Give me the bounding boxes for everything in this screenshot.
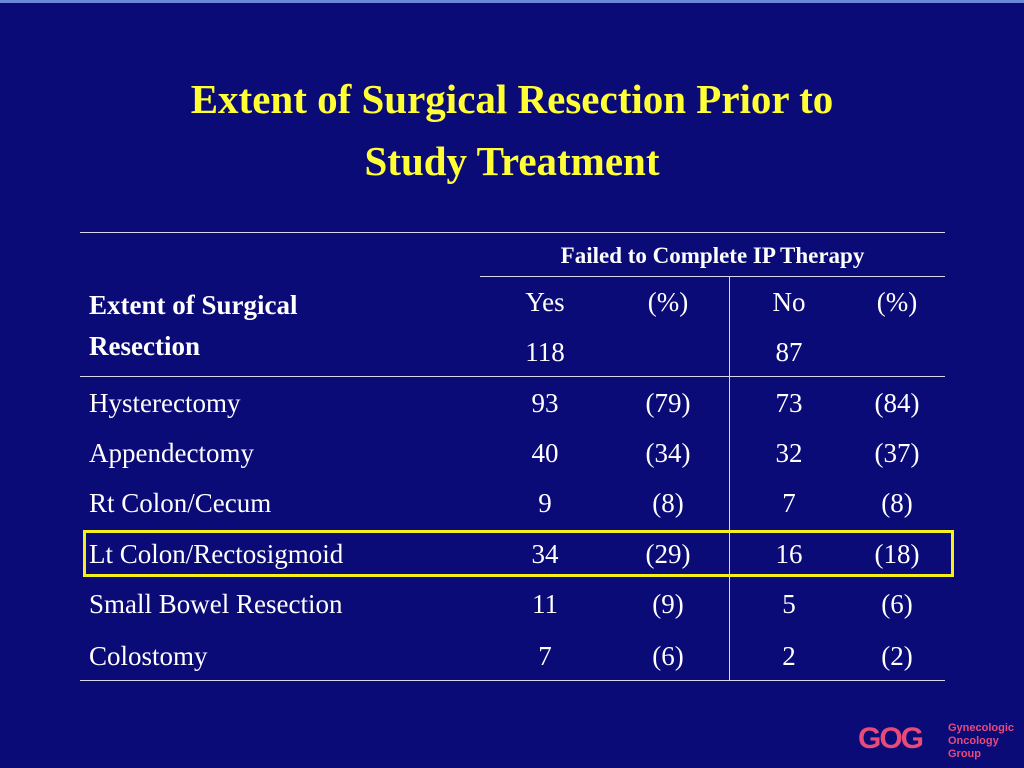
slide-top-border xyxy=(0,0,1024,3)
col-n-no: 87 xyxy=(775,337,803,367)
col-header-no-pct: (%) xyxy=(876,287,918,317)
col-header-yes: Yes xyxy=(525,287,565,317)
table-top-rule xyxy=(80,232,945,233)
column-divider xyxy=(729,276,730,680)
cell-no: 73 xyxy=(775,388,803,418)
cell-no-pct: (6) xyxy=(881,589,913,619)
cell-yes: 9 xyxy=(538,488,552,518)
logo-line-1: Gynecologic xyxy=(948,722,1015,734)
col-n-yes: 118 xyxy=(525,337,565,367)
cell-yes: 34 xyxy=(531,539,559,569)
row-label: Appendectomy xyxy=(89,438,254,468)
cell-yes-pct: (34) xyxy=(645,438,691,468)
row-label: Rt Colon/Cecum xyxy=(89,488,272,518)
cell-yes: 7 xyxy=(538,641,552,671)
cell-yes: 40 xyxy=(531,438,559,468)
group-header-rule xyxy=(480,276,945,277)
cell-no-pct: (18) xyxy=(874,539,920,569)
slide-title-line-1: Extent of Surgical Resection Prior to xyxy=(190,76,834,122)
logo-line-2: Oncology xyxy=(948,735,999,747)
cell-no-pct: (37) xyxy=(874,438,920,468)
gog-logo-text: Gynecologic Oncology Group xyxy=(948,722,1014,761)
col-header-no: No xyxy=(772,287,806,317)
row-label: Colostomy xyxy=(89,641,208,671)
cell-no-pct: (8) xyxy=(881,488,913,518)
cell-yes-pct: (29) xyxy=(645,539,691,569)
table-bottom-rule xyxy=(80,680,945,681)
row-label: Lt Colon/Rectosigmoid xyxy=(89,539,344,569)
cell-yes-pct: (8) xyxy=(652,488,684,518)
cell-no: 5 xyxy=(782,589,796,619)
cell-yes: 93 xyxy=(531,388,559,418)
group-header: Failed to Complete IP Therapy xyxy=(560,243,865,268)
cell-no: 7 xyxy=(782,488,796,518)
row-header-line-1: Extent of Surgical xyxy=(89,290,298,320)
row-header-line-2: Resection xyxy=(89,331,200,361)
cell-no-pct: (84) xyxy=(874,388,920,418)
highlight-box xyxy=(83,530,954,577)
cell-no: 2 xyxy=(782,641,796,671)
col-header-yes-pct: (%) xyxy=(647,287,689,317)
header-bottom-rule xyxy=(80,376,945,377)
cell-yes-pct: (6) xyxy=(652,641,684,671)
gog-logo-mark: GOG xyxy=(858,722,924,755)
row-label: Hysterectomy xyxy=(89,388,241,418)
logo-line-3: Group xyxy=(948,748,981,760)
slide-title-line-2: Study Treatment xyxy=(364,138,660,184)
cell-yes: 11 xyxy=(532,589,558,619)
cell-no: 16 xyxy=(775,539,803,569)
cell-no: 32 xyxy=(775,438,803,468)
slide-title: Extent of Surgical Resection Prior to St… xyxy=(0,68,1024,192)
cell-yes-pct: (9) xyxy=(652,589,684,619)
cell-yes-pct: (79) xyxy=(645,388,691,418)
row-label: Small Bowel Resection xyxy=(89,589,343,619)
cell-no-pct: (2) xyxy=(881,641,913,671)
